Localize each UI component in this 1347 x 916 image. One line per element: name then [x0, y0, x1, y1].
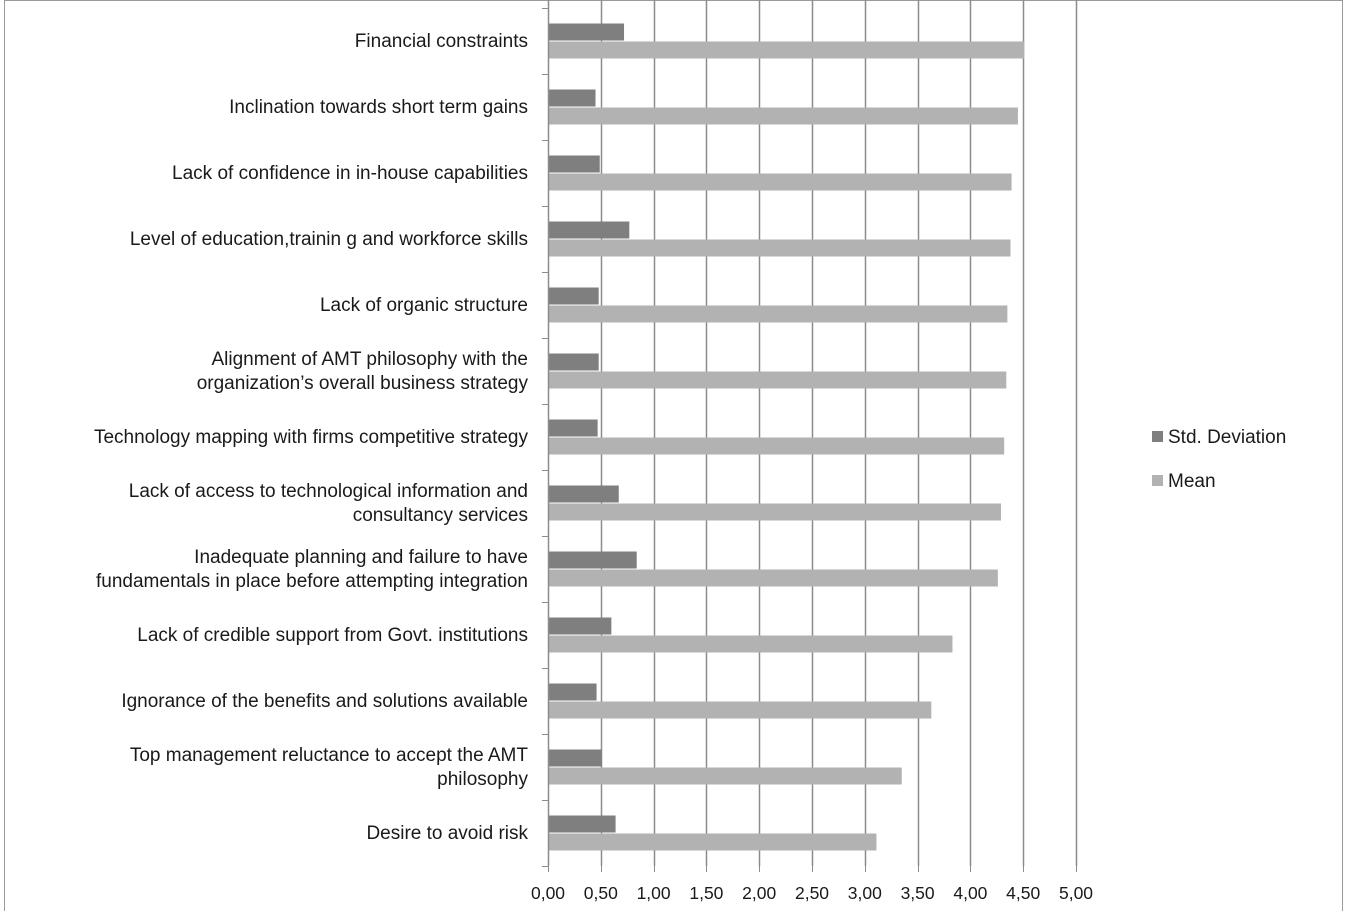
x-tick-label: 1,50 — [689, 883, 723, 903]
axes — [542, 0, 1077, 872]
gridlines — [600, 0, 1078, 866]
bar-std-deviation — [549, 89, 596, 107]
bar-mean — [549, 305, 1008, 323]
bar-mean — [549, 41, 1025, 59]
category-label: Lack of access to technological informat… — [129, 481, 528, 526]
bar-std-deviation — [549, 287, 599, 305]
x-tick-label: 3,00 — [848, 883, 882, 903]
bar-std-deviation — [549, 683, 597, 701]
bar-std-deviation — [549, 749, 602, 767]
bar-std-deviation — [549, 815, 616, 833]
category-label: Desire to avoid risk — [366, 823, 528, 844]
category-label: Financial constraints — [355, 31, 528, 52]
bar-std-deviation — [549, 419, 598, 437]
category-label: Ignorance of the benefits and solutions … — [121, 691, 528, 712]
x-tick-label: 2,50 — [795, 883, 829, 903]
legend-label: Std. Deviation — [1168, 427, 1286, 448]
category-label: Technology mapping with firms competitiv… — [94, 427, 529, 448]
bar-std-deviation — [549, 551, 637, 569]
bar-mean — [549, 701, 932, 719]
legend: Std. Deviation Mean — [1152, 427, 1286, 492]
bar-std-deviation — [549, 485, 619, 503]
bar-mean — [549, 239, 1011, 257]
category-label: Level of education,trainin g and workfor… — [130, 229, 528, 250]
category-label: Lack of confidence in in-house capabilit… — [172, 163, 528, 184]
x-tick-label: 5,00 — [1059, 883, 1093, 903]
bar-std-deviation — [549, 23, 625, 41]
x-tick-label: 0,50 — [584, 883, 618, 903]
category-label: Lack of credible support from Govt. inst… — [137, 625, 528, 646]
category-labels: Financial constraints Inclination towards… — [94, 31, 529, 844]
bar-mean — [549, 767, 902, 785]
bar-mean — [549, 173, 1012, 191]
x-tick-label: 4,50 — [1006, 883, 1040, 903]
legend-swatch — [1152, 431, 1163, 442]
x-tick-label: 4,00 — [953, 883, 987, 903]
bars — [549, 23, 1025, 851]
bar-mean — [549, 437, 1005, 455]
category-label: Lack of organic structure — [320, 295, 528, 316]
bar-mean — [549, 833, 877, 851]
x-tick-label: 3,50 — [901, 883, 935, 903]
x-tick-labels: 0,00 0,50 1,00 1,50 2,00 2,50 3,00 3,50 4,00 4,50… — [531, 883, 1093, 903]
category-label: Inclination towards short term gains — [229, 97, 528, 118]
bar-mean — [549, 569, 998, 587]
x-tick-label: 2,00 — [742, 883, 776, 903]
bar-mean — [549, 503, 1002, 521]
category-label: Alignment of AMT philosophy with the orga… — [197, 349, 529, 394]
x-tick-label: 0,00 — [531, 883, 565, 903]
bar-mean — [549, 107, 1018, 125]
legend-swatch — [1152, 475, 1163, 486]
bar-std-deviation — [549, 617, 612, 635]
category-label: Top management reluctance to accept the … — [130, 745, 529, 790]
bar-mean — [549, 371, 1007, 389]
bar-mean — [549, 635, 953, 653]
bar-std-deviation — [549, 155, 600, 173]
legend-label: Mean — [1168, 471, 1216, 492]
bar-std-deviation — [549, 221, 630, 239]
category-label: Inadequate planning and failure to have f… — [96, 547, 528, 592]
bar-std-deviation — [549, 353, 599, 371]
x-tick-label: 1,00 — [637, 883, 671, 903]
